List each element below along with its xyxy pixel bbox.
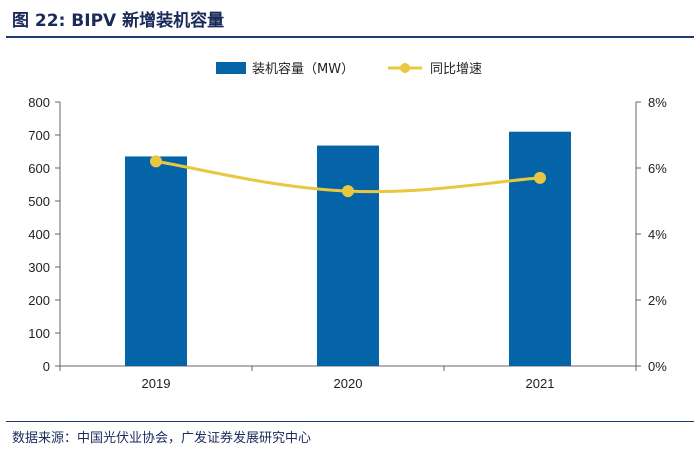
x-tick-label: 2019 xyxy=(142,376,171,391)
y-left-tick-label: 800 xyxy=(28,95,50,110)
y-left-tick-label: 700 xyxy=(28,128,50,143)
y-right-tick-label: 0% xyxy=(648,359,667,374)
x-tick-label: 2021 xyxy=(526,376,555,391)
figure-title-text: BIPV 新增装机容量 xyxy=(71,11,225,31)
y-right-tick-label: 4% xyxy=(648,227,667,242)
growth-point-2019 xyxy=(150,155,162,168)
bar-2019 xyxy=(125,156,187,366)
bar-2020 xyxy=(317,145,379,366)
y-left-tick-label: 400 xyxy=(28,227,50,242)
growth-point-2021 xyxy=(534,171,546,184)
growth-point-2020 xyxy=(342,185,354,198)
y-right-tick-label: 6% xyxy=(648,161,667,176)
y-left-tick-label: 200 xyxy=(28,293,50,308)
y-left-tick-label: 100 xyxy=(28,326,50,341)
figure-title-bar: 图 22: BIPV 新增装机容量 xyxy=(0,0,700,37)
x-tick-label: 2020 xyxy=(334,376,363,391)
legend-bar-label: 装机容量（MW） xyxy=(252,61,354,77)
y-left-tick-label: 0 xyxy=(43,359,50,374)
title-rule xyxy=(6,36,694,38)
figure-label: 图 22: xyxy=(12,11,66,31)
chart: 0 100 200 300 400 500 600 700 800 0% 2% 4% 6% 8% 2019 2… xyxy=(28,61,667,391)
legend-line-marker xyxy=(400,63,410,73)
source-note: 数据来源：中国光伏业协会，广发证券发展研究中心 xyxy=(12,431,312,446)
legend-line-label: 同比增速 xyxy=(430,62,482,77)
bar-2021 xyxy=(509,131,571,366)
y-right-tick-label: 2% xyxy=(648,293,667,308)
legend-bar-swatch xyxy=(216,62,246,74)
footer-rule xyxy=(6,421,694,422)
y-left-tick-label: 600 xyxy=(28,161,50,176)
y-left-tick-label: 500 xyxy=(28,194,50,209)
figure-title: 图 22: BIPV 新增装机容量 xyxy=(12,6,224,31)
y-right-tick-label: 8% xyxy=(648,95,667,110)
y-left-tick-label: 300 xyxy=(28,260,50,275)
